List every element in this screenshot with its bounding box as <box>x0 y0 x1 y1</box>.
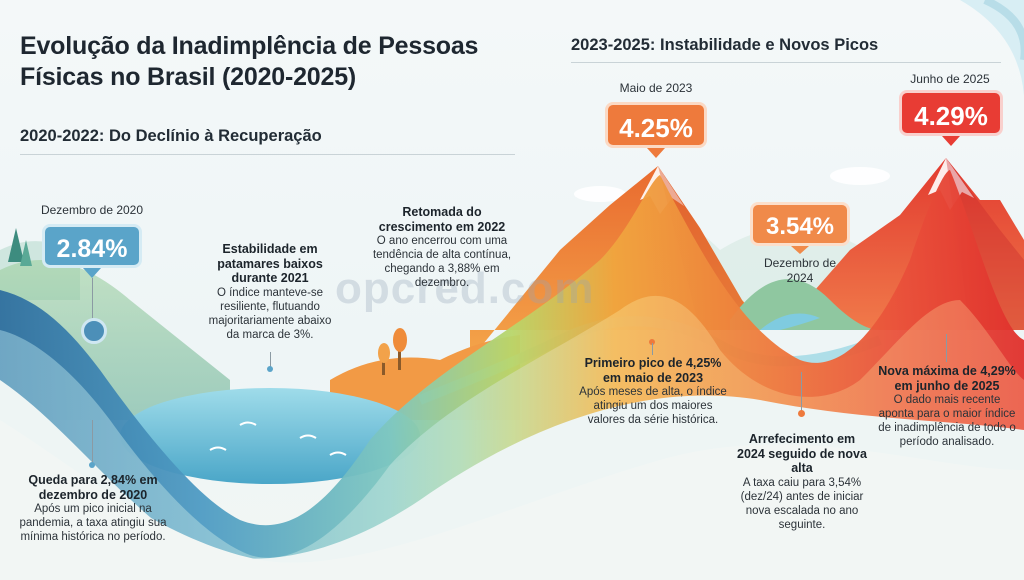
note-heading: Primeiro pico de 4,25% em maio de 2023 <box>584 356 722 385</box>
section-heading-2020-2022: 2020-2022: Do Declínio à Recuperação <box>20 127 322 145</box>
highlight-badge-jun-2025: 4.29% <box>899 90 1003 136</box>
badge-pointer <box>791 246 809 254</box>
connector-dot <box>89 462 95 468</box>
highlight-date-jun-2025: Junho de 2025 <box>910 72 990 86</box>
badge-pointer <box>83 268 101 278</box>
badge-pointer <box>942 136 960 146</box>
note-heading: Nova máxima de 4,29% em junho de 2025 <box>878 364 1016 393</box>
note-connector <box>801 372 802 412</box>
note-connector <box>652 343 653 355</box>
section-heading-2023-2025: 2023-2025: Instabilidade e Novos Picos <box>571 36 879 54</box>
highlight-badge-may-2023: 4.25% <box>605 102 707 148</box>
highlight-badge-dec-2020: 2.84% <box>42 224 142 268</box>
note-body: O índice manteve-se resiliente, flutuand… <box>208 286 332 341</box>
page-title: Evolução da Inadimplência de Pessoas Fís… <box>20 32 479 91</box>
note-body: A taxa caiu para 3,54% (dez/24) antes de… <box>740 476 864 531</box>
note-body: Após um pico inicial na pandemia, a taxa… <box>19 503 167 543</box>
note-heading: Retomada do crescimento em 2022 <box>378 205 506 234</box>
marker-stem <box>92 278 93 318</box>
connector-dot <box>649 339 655 345</box>
note-body: Após meses de alta, o índice atingiu um … <box>579 386 727 426</box>
marker-dot <box>81 318 107 344</box>
note-connector <box>270 352 271 368</box>
connector-dot <box>798 410 805 417</box>
note-body: O ano encerrou com uma tendência de alta… <box>372 235 512 289</box>
note-heading: Estabilidade em patamares baixos durante… <box>217 242 323 285</box>
connector-dot <box>267 366 273 372</box>
highlight-badge-dec-2024: 3.54% <box>750 202 850 246</box>
note-connector <box>946 334 947 362</box>
watermark: opcred.com <box>335 264 595 313</box>
note-primeiro-pico-2023: Primeiro pico de 4,25% em maio de 2023 A… <box>578 356 728 427</box>
note-estabilidade-2021: Estabilidade em patamares baixos durante… <box>205 242 335 342</box>
highlight-date-dec-2020: Dezembro de 2020 <box>40 203 144 217</box>
highlight-date-dec-2024: Dezembro de 2024 <box>763 256 837 285</box>
note-connector <box>92 420 93 466</box>
section-divider <box>571 62 1001 63</box>
section-divider <box>20 154 515 155</box>
note-retomada-2022: Retomada do crescimento em 2022 O ano en… <box>372 205 512 290</box>
badge-pointer <box>647 148 665 158</box>
note-arrefecimento-2024: Arrefecimento em 2024 seguido de nova al… <box>737 432 867 532</box>
note-body: O dado mais recente aponta para o maior … <box>878 394 1016 448</box>
note-nova-maxima-2025: Nova máxima de 4,29% em junho de 2025 O … <box>878 364 1016 449</box>
note-heading: Queda para 2,84% em dezembro de 2020 <box>28 473 158 502</box>
highlight-date-may-2023: Maio de 2023 <box>619 81 693 95</box>
note-queda-2020: Queda para 2,84% em dezembro de 2020 Apó… <box>18 473 168 544</box>
note-heading: Arrefecimento em 2024 seguido de nova al… <box>737 432 867 475</box>
